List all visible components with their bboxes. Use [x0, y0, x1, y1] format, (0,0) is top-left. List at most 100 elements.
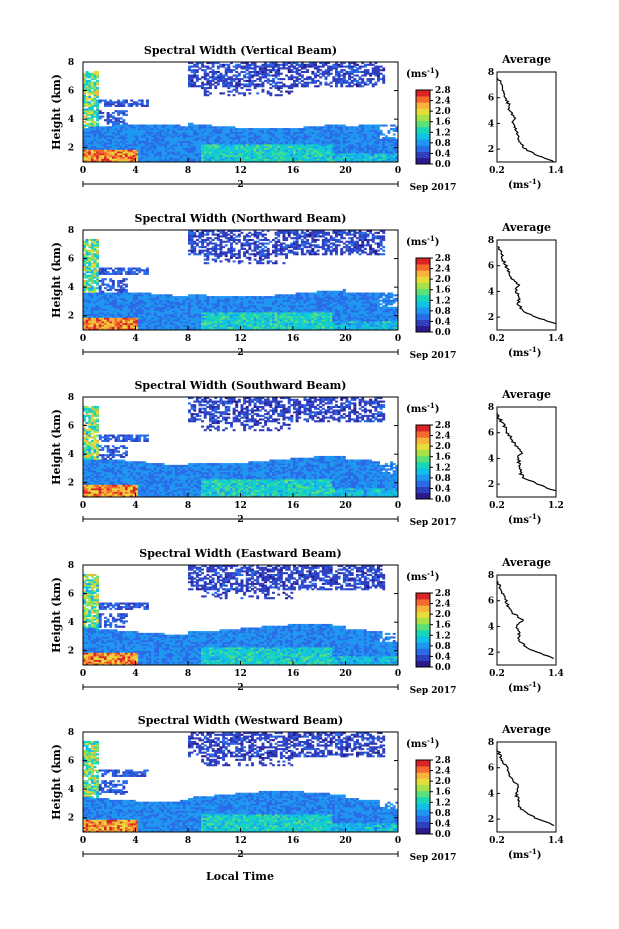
heatmap-cell — [211, 297, 215, 300]
heatmap-cell — [295, 76, 299, 79]
heatmap-cell — [169, 328, 173, 331]
heatmap-cell — [119, 103, 123, 106]
heatmap-cell — [314, 62, 317, 65]
heatmap-cell — [206, 78, 210, 81]
heatmap-cell — [140, 317, 144, 320]
heatmap-cell — [85, 145, 89, 149]
heatmap-cell — [395, 153, 399, 156]
heatmap-cell — [248, 158, 252, 161]
heatmap-cell — [88, 301, 92, 304]
heatmap-cell — [363, 160, 367, 163]
heatmap-cell — [382, 74, 386, 77]
heatmap-cell — [101, 137, 105, 140]
heatmap-cell — [190, 312, 194, 315]
heatmap-cell — [264, 158, 268, 161]
heatmap-cell — [167, 313, 170, 317]
heatmap-cell — [282, 67, 286, 70]
heatmap-cell — [224, 258, 228, 261]
heatmap-cell — [96, 278, 100, 281]
heatmap-cell — [214, 301, 218, 304]
heatmap-cell — [130, 308, 134, 311]
heatmap-cell — [227, 319, 231, 322]
heatmap-cell — [182, 137, 186, 140]
heatmap-cell — [248, 76, 252, 79]
heatmap-cell — [193, 231, 197, 234]
heatmap-cell — [190, 122, 194, 125]
heatmap-cell — [119, 269, 123, 272]
heatmap-cell — [83, 312, 86, 315]
heatmap-cell — [219, 154, 223, 157]
heatmap-cell — [224, 135, 228, 138]
heatmap-cell — [130, 135, 134, 138]
heatmap-cell — [182, 326, 186, 329]
heatmap-cell — [114, 319, 118, 322]
heatmap-cell — [219, 310, 223, 313]
heatmap-cell — [109, 154, 113, 157]
heatmap-cell — [219, 231, 223, 234]
heatmap-cell — [98, 140, 102, 143]
heatmap-cell — [269, 140, 273, 143]
heatmap-cell — [177, 154, 181, 157]
heatmap-cell — [235, 128, 239, 131]
heatmap-cell — [219, 76, 223, 79]
heatmap-cell — [167, 303, 170, 306]
heatmap-cell — [303, 83, 307, 86]
heatmap-cell — [190, 154, 194, 157]
heatmap-cell — [188, 85, 191, 88]
heatmap-cell — [101, 153, 105, 156]
heatmap-cell — [109, 324, 113, 327]
heatmap-cell — [177, 303, 181, 306]
heatmap-cell — [222, 92, 226, 95]
heatmap-cell — [114, 138, 118, 141]
heatmap-cell — [140, 153, 144, 156]
heatmap-cell — [90, 253, 94, 256]
heatmap-cell — [369, 126, 373, 129]
heatmap-cell — [167, 299, 170, 302]
heatmap-cell — [161, 156, 165, 159]
heatmap-cell — [379, 140, 383, 143]
heatmap-cell — [272, 74, 275, 77]
heatmap-cell — [83, 288, 86, 292]
heatmap-cell — [340, 144, 344, 147]
heatmap-cell — [277, 81, 281, 84]
heatmap-cell — [240, 147, 244, 150]
heatmap-cell — [235, 83, 239, 86]
heatmap-cell — [93, 131, 97, 134]
heatmap-cell — [335, 126, 338, 129]
average-frame — [496, 71, 557, 163]
heatmap-cell — [177, 308, 181, 311]
heatmap-cell — [324, 135, 328, 138]
heatmap-cell — [201, 151, 205, 154]
heatmap-cell — [188, 140, 191, 143]
heatmap-cell — [222, 156, 226, 159]
heatmap-cell — [193, 322, 197, 325]
heatmap-cell — [256, 142, 260, 145]
heatmap-cell — [193, 251, 197, 254]
heatmap-cell — [85, 296, 89, 299]
heatmap-cell — [119, 149, 123, 152]
heatmap-cell — [85, 299, 89, 302]
heatmap-cell — [119, 305, 123, 308]
heatmap-cell — [101, 138, 105, 141]
heatmap-cell — [135, 301, 139, 304]
heatmap-cell — [117, 306, 121, 309]
heatmap-cell — [114, 131, 118, 134]
heatmap-cell — [174, 160, 178, 163]
heatmap-cell — [248, 78, 252, 81]
heatmap-cell — [143, 145, 147, 149]
heatmap-cell — [135, 306, 139, 309]
heatmap-cell — [96, 76, 100, 79]
heatmap-cell — [308, 63, 312, 66]
heatmap-cell — [206, 81, 210, 84]
heatmap-cell — [209, 305, 212, 308]
heatmap-cell — [159, 147, 163, 150]
heatmap-cell — [164, 305, 168, 308]
heatmap-cell — [219, 92, 223, 95]
heatmap-cell — [140, 296, 144, 299]
heatmap-cell — [206, 90, 210, 93]
heatmap-cell — [201, 297, 205, 300]
heatmap-cell — [132, 294, 136, 297]
average-unit: (ms-1) — [508, 177, 541, 191]
heatmap-cell — [198, 312, 202, 315]
heatmap-cell — [358, 145, 362, 149]
